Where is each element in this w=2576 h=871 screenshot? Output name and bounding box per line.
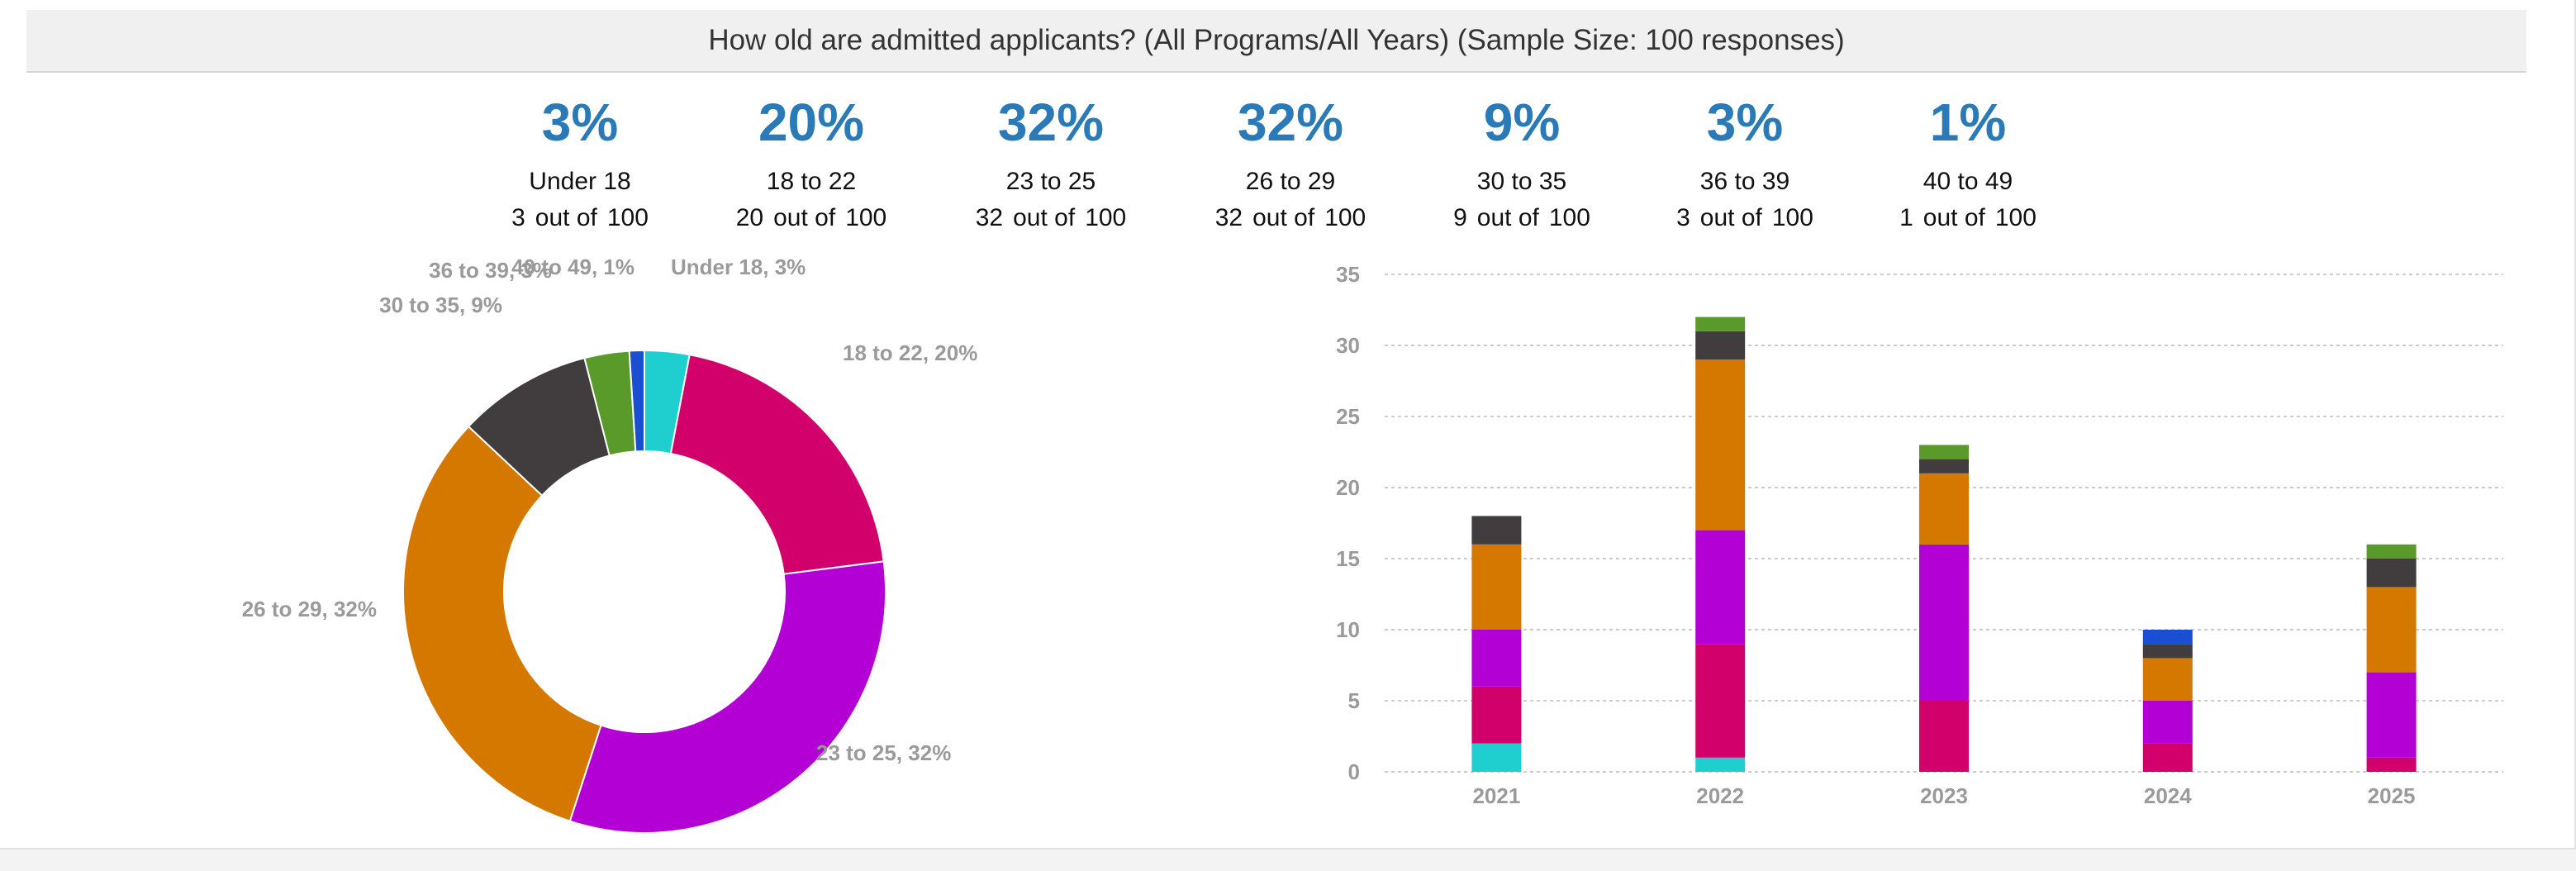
bar-segment-2023-18-to-22[interactable]: [1919, 701, 1969, 772]
bar-segment-2022-30-to-35[interactable]: [1695, 331, 1746, 360]
bar-segment-2021-30-to-35[interactable]: [1471, 516, 1522, 545]
stat-label: Under 18: [529, 168, 631, 195]
chart-panel: How old are admitted applicants? (All Pr…: [0, 0, 2576, 850]
donut-slice-18-to-22[interactable]: [669, 354, 885, 575]
stat-label: 36 to 39: [1699, 168, 1790, 195]
y-tick-label: 5: [1348, 688, 1360, 713]
stat-label: 18 to 22: [766, 168, 857, 195]
age-donut-chart: Under 18, 3% 18 to 22, 20% 23 to 25, 32% 26…: [242, 255, 977, 834]
donut-label-18-to-22: 18 to 22, 20%: [843, 340, 977, 365]
bar-segment-2021-under-18[interactable]: [1471, 743, 1522, 772]
y-tick-label: 30: [1336, 333, 1360, 358]
bar-segment-2023-23-to-25[interactable]: [1919, 544, 1969, 701]
stat-count: 1 out of 100: [1899, 204, 2037, 231]
y-tick-label: 25: [1336, 404, 1360, 429]
stat-percent: 3%: [541, 93, 619, 152]
bar-segment-2022-36-to-39[interactable]: [1695, 317, 1746, 331]
bar-segment-2022-26-to-29[interactable]: [1695, 359, 1746, 531]
donut-label-40-to-49: 40 to 49, 1%: [511, 255, 634, 279]
bar-segment-2023-36-to-39[interactable]: [1919, 445, 1969, 459]
charts-canvas: Under 18, 3% 18 to 22, 20% 23 to 25, 32% 26…: [242, 255, 2503, 834]
donut-label-30-to-35: 30 to 35, 9%: [379, 293, 502, 317]
stat-under-18: 3% Under 18 3 out of 100: [456, 91, 704, 235]
bar-segment-2022-18-to-22[interactable]: [1695, 644, 1746, 758]
stat-36-to-39: 3% 36 to 39 3 out of 100: [1621, 91, 1869, 235]
donut-slice-40-to-49[interactable]: [628, 349, 645, 453]
stat-count: 32 out of 100: [975, 204, 1127, 231]
y-tick-label: 0: [1348, 759, 1360, 784]
chart-title: How old are admitted applicants? (All Pr…: [26, 10, 2526, 73]
bar-segment-2025-23-to-25[interactable]: [2366, 672, 2417, 758]
stat-label: 23 to 25: [1005, 168, 1096, 195]
stat-percent: 1%: [1929, 93, 2007, 152]
x-tick-label: 2021: [1472, 783, 1520, 808]
bar-segment-2023-30-to-35[interactable]: [1919, 459, 1969, 474]
stat-percent: 3%: [1706, 93, 1784, 152]
stat-count: 3 out of 100: [1676, 204, 1813, 231]
stat-label: 30 to 35: [1476, 168, 1567, 195]
y-tick-label: 20: [1336, 475, 1360, 500]
stat-26-to-29: 32% 26 to 29 32 out of 100: [1167, 91, 1414, 235]
x-tick-label: 2023: [1920, 783, 1968, 808]
stat-percent: 9%: [1483, 93, 1561, 152]
bar-segment-2025-30-to-35[interactable]: [2366, 559, 2417, 588]
bar-segment-2024-30-to-35[interactable]: [2142, 644, 2193, 659]
bar-segment-2023-26-to-29[interactable]: [1919, 473, 1969, 545]
stat-label: 26 to 29: [1245, 168, 1336, 195]
donut-slice-26-to-29[interactable]: [402, 425, 602, 822]
stat-count: 20 out of 100: [735, 204, 887, 231]
bar-segment-2025-36-to-39[interactable]: [2366, 544, 2417, 559]
bar-segment-2025-18-to-22[interactable]: [2366, 757, 2417, 772]
y-tick-label: 35: [1336, 262, 1360, 287]
stat-count: 3 out of 100: [511, 204, 649, 231]
bar-segment-2024-26-to-29[interactable]: [2142, 658, 2193, 701]
donut-label-23-to-25: 23 to 25, 32%: [816, 740, 951, 765]
x-tick-label: 2022: [1696, 783, 1744, 808]
stat-percent: 32%: [997, 93, 1105, 152]
stat-label: 40 to 49: [1922, 168, 2013, 195]
stat-count: 9 out of 100: [1453, 204, 1590, 231]
x-tick-label: 2025: [2368, 783, 2416, 808]
bar-segment-2021-26-to-29[interactable]: [1471, 544, 1522, 630]
donut-label-under-18: Under 18, 3%: [671, 255, 806, 279]
y-tick-label: 15: [1336, 546, 1360, 571]
bar-segment-2024-40-to-49[interactable]: [2142, 630, 2193, 645]
bar-segment-2021-23-to-25[interactable]: [1471, 630, 1522, 687]
bar-segment-2025-26-to-29[interactable]: [2366, 587, 2417, 673]
x-tick-label: 2024: [2144, 783, 2192, 808]
stat-count: 32 out of 100: [1214, 204, 1366, 231]
bar-segment-2022-under-18[interactable]: [1695, 757, 1746, 772]
stat-percent: 20%: [758, 93, 865, 152]
stat-percent: 32%: [1237, 93, 1344, 152]
bar-segment-2021-18-to-22[interactable]: [1471, 686, 1522, 744]
bar-segment-2024-23-to-25[interactable]: [2142, 701, 2193, 744]
stat-30-to-35: 9% 30 to 35 9 out of 100: [1398, 91, 1646, 235]
donut-label-36-to-39: 36 to 39, 3%: [429, 258, 552, 283]
bar-segment-2024-18-to-22[interactable]: [2142, 743, 2193, 772]
y-tick-label: 10: [1336, 617, 1360, 642]
stat-23-to-25: 32% 23 to 25 32 out of 100: [927, 91, 1175, 235]
donut-label-26-to-29: 26 to 29, 32%: [242, 597, 377, 621]
stat-18-to-22: 20% 18 to 22 20 out of 100: [687, 91, 935, 235]
stat-40-to-49: 1% 40 to 49 1 out of 100: [1844, 91, 2092, 235]
bar-segment-2022-23-to-25[interactable]: [1695, 530, 1746, 645]
donut-slice-23-to-25[interactable]: [568, 560, 886, 834]
